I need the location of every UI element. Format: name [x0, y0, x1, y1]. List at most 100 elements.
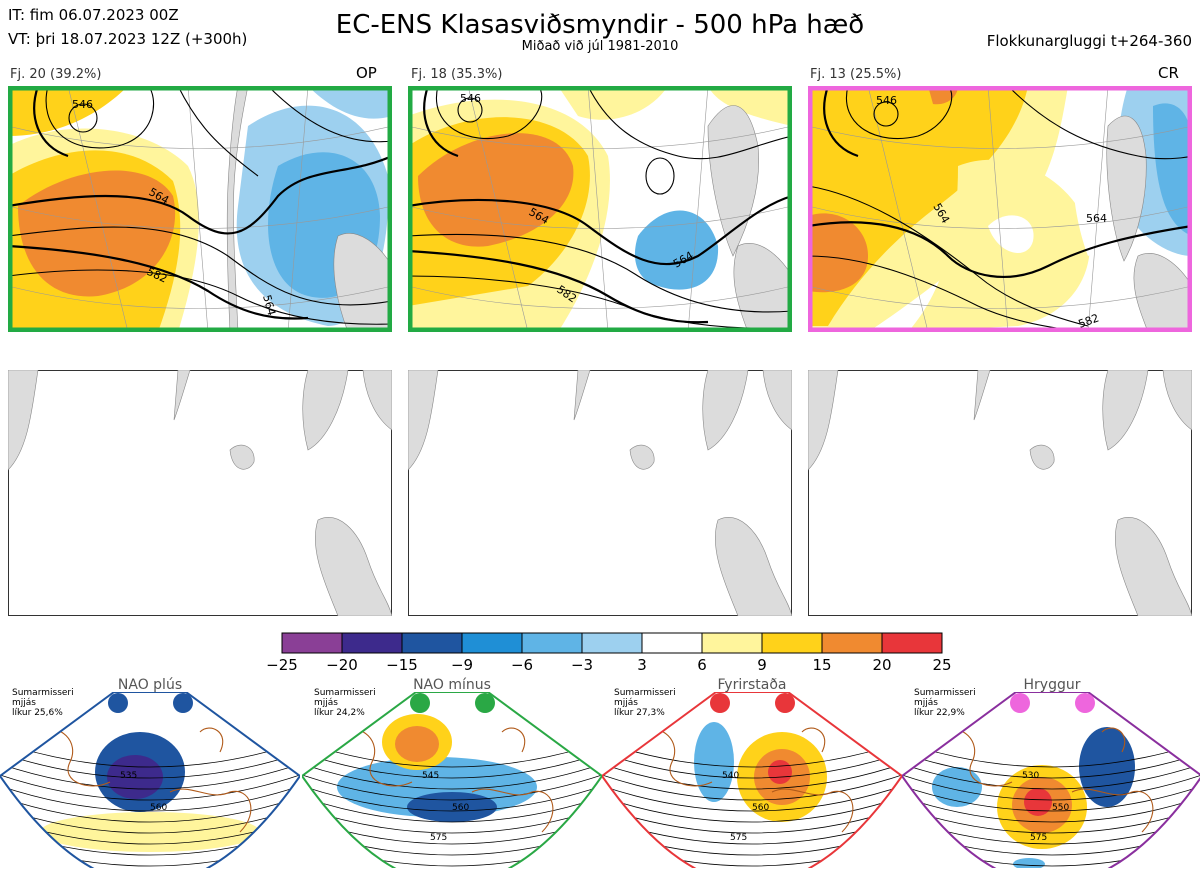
- colorbar-segment: [401, 632, 463, 654]
- colorbar-tick-label: 3: [637, 656, 647, 674]
- colorbar-segment: [821, 632, 883, 654]
- colorbar-tick-label: −15: [386, 656, 418, 674]
- colorbar-segment: [641, 632, 703, 654]
- height-contour: [602, 741, 902, 768]
- regime-border: [900, 691, 1200, 872]
- height-contour: [0, 796, 300, 823]
- regime-contour-label: 560: [150, 803, 167, 813]
- colorbar-segment: [521, 632, 583, 654]
- colorbar-segment: [581, 632, 643, 654]
- colorbar-tick-label: −6: [510, 656, 534, 674]
- regime-dot: [108, 693, 128, 713]
- panel-3-label: Fj. 13 (25.5%): [810, 67, 902, 82]
- regime-name: Hryggur: [1023, 677, 1081, 693]
- regime-dot: [1075, 693, 1095, 713]
- page-subtitle: Miðað við júl 1981-2010: [521, 39, 679, 54]
- valid-time: VT: þri 18.07.2023 12Z (+300h): [8, 30, 248, 48]
- colorbar-segment: [881, 632, 943, 654]
- regime-meta: Sumarmisseri mjjás líkur 24,2%: [314, 688, 376, 718]
- regime-name: Fyrirstaða: [717, 677, 787, 693]
- height-contour: [0, 741, 300, 768]
- height-contour: [302, 796, 602, 823]
- classification-window: Flokkunargluggi t+264-360: [986, 32, 1192, 50]
- anomaly-blob: [1079, 727, 1135, 807]
- colorbar-tick-label: −20: [326, 656, 358, 674]
- panel-2-contour-a: 546: [460, 92, 481, 105]
- colorbar-tick-label: 15: [812, 656, 832, 674]
- regime-border: [0, 691, 302, 872]
- cluster-map-1: 546 564 582 564: [8, 86, 392, 332]
- height-contour: [602, 807, 902, 834]
- colorbar-segment: [341, 632, 403, 654]
- height-contour: [0, 807, 300, 834]
- empty-map-1: [8, 370, 392, 616]
- height-contour: [0, 774, 300, 801]
- anomaly-blob: [1013, 858, 1045, 870]
- regime-name: NAO plús: [117, 677, 183, 693]
- regime-season: Sumarmisseri: [12, 688, 74, 698]
- panel-1-tag: OP: [356, 64, 377, 82]
- height-contour: [302, 807, 602, 834]
- height-contour: [902, 752, 1200, 779]
- panel-3-contour-a: 546: [876, 94, 897, 107]
- panel-2-border: [408, 86, 792, 332]
- panel-1-contour-a: 546: [72, 98, 93, 111]
- anomaly-blob: [768, 760, 792, 784]
- regime-contour-label: 575: [730, 833, 747, 843]
- panel-3-tag: CR: [1158, 64, 1179, 82]
- colorbar-tick-label: 25: [932, 656, 952, 674]
- regime-prob: líkur 27,3%: [614, 708, 665, 718]
- regime-basis: mjjás: [314, 698, 338, 708]
- regime-map: 540 560 575: [600, 691, 904, 872]
- regime-basis: mjjás: [12, 698, 36, 708]
- panel-3-contour-d: 564: [1086, 212, 1107, 225]
- empty-map-3: [808, 370, 1192, 616]
- colorbar-tick-label: −25: [266, 656, 298, 674]
- colorbar-segment: [701, 632, 763, 654]
- height-contour: [302, 774, 602, 801]
- colorbar-tick-label: 9: [757, 656, 767, 674]
- height-contour: [602, 763, 902, 790]
- anomaly-blob: [932, 767, 982, 807]
- regime-contour-label: 535: [120, 771, 137, 781]
- colorbar-tick-label: −9: [450, 656, 474, 674]
- regime-contour-label: 575: [430, 833, 447, 843]
- regime-meta: Sumarmisseri mjjás líkur 27,3%: [614, 688, 676, 718]
- regime-contour-label: 560: [752, 803, 769, 813]
- regime-contour-label: 540: [722, 771, 739, 781]
- regime-dot: [475, 693, 495, 713]
- regime-prob: líkur 24,2%: [314, 708, 365, 718]
- height-contour: [902, 807, 1200, 834]
- regime-border: [300, 691, 604, 872]
- empty-map-2: [408, 370, 792, 616]
- colorbar: [280, 632, 944, 658]
- height-contour: [902, 785, 1200, 812]
- regime-dot: [775, 693, 795, 713]
- regime-dot: [1010, 693, 1030, 713]
- height-contour: [902, 741, 1200, 768]
- colorbar-tick-label: 6: [697, 656, 707, 674]
- regime-season: Sumarmisseri: [614, 688, 676, 698]
- height-contour: [602, 796, 902, 823]
- height-contour: [0, 785, 300, 812]
- regime-season: Sumarmisseri: [314, 688, 376, 698]
- colorbar-segment: [761, 632, 823, 654]
- regime-dot: [710, 693, 730, 713]
- height-contour: [302, 763, 602, 790]
- panel-1-border: [8, 86, 392, 332]
- height-contour: [902, 763, 1200, 790]
- init-time: IT: fim 06.07.2023 00Z: [8, 6, 179, 24]
- cluster-map-3: 546 564 582 564: [808, 86, 1192, 332]
- height-contour: [602, 774, 902, 801]
- panel-3-border: [808, 86, 1192, 332]
- regime-meta: Sumarmisseri mjjás líkur 25,6%: [12, 688, 74, 718]
- cluster-map-2: 546 564 582 564: [408, 86, 792, 332]
- height-contour: [302, 741, 602, 768]
- height-contour: [902, 796, 1200, 823]
- panel-1-label: Fj. 20 (39.2%): [10, 67, 102, 82]
- regime-prob: líkur 25,6%: [12, 708, 63, 718]
- colorbar-segment: [281, 632, 343, 654]
- colorbar-segment: [461, 632, 523, 654]
- regime-map: 545 560 575: [300, 691, 604, 872]
- colorbar-tick-label: −3: [570, 656, 594, 674]
